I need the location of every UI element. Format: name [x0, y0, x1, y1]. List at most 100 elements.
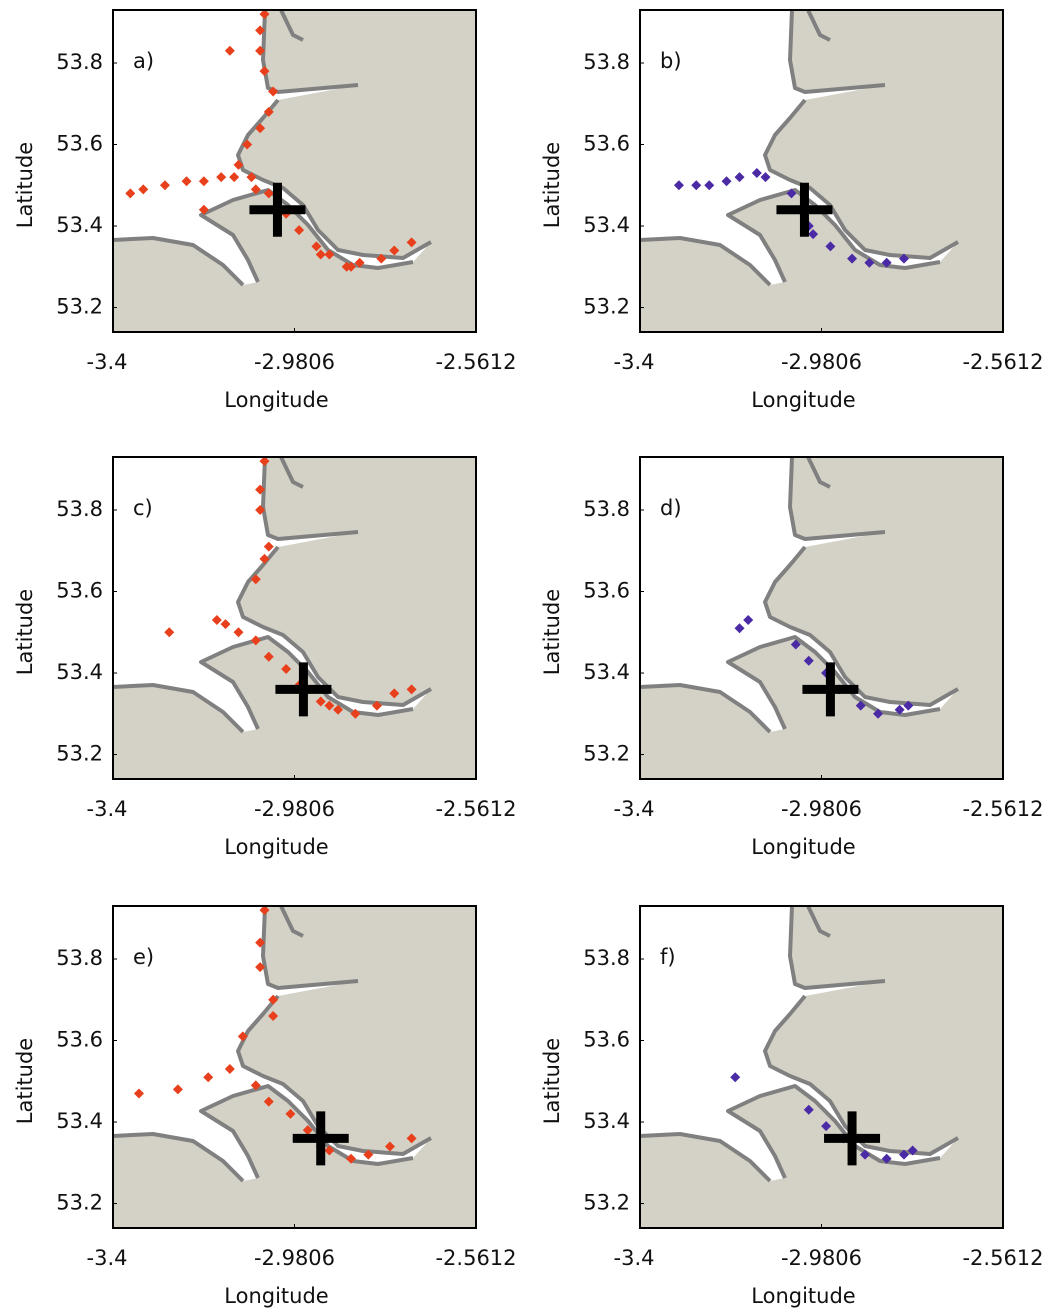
point [302, 1125, 313, 1136]
x-tick-label: -2.9806 [781, 350, 862, 374]
x-tick-label: -2.5612 [962, 1246, 1043, 1270]
y-tick-label: 53.4 [56, 660, 103, 684]
panel-label: a) [133, 49, 154, 73]
y-axis-label: Latitude [13, 142, 37, 228]
panel-label: c) [133, 496, 153, 520]
y-tick-label: 53.8 [583, 497, 630, 521]
point [224, 1064, 235, 1075]
point [847, 253, 858, 264]
panel-label: d) [660, 496, 682, 520]
y-tick-label: 53.2 [56, 1191, 103, 1215]
point [389, 688, 400, 699]
point [734, 172, 745, 183]
point [250, 184, 261, 195]
point [229, 172, 240, 183]
panel-label: e) [133, 945, 154, 969]
point [159, 180, 170, 191]
point [250, 1080, 261, 1091]
y-tick-label: 53.2 [583, 295, 630, 319]
x-axis-label: Longitude [751, 835, 855, 859]
panel: -3.4 -2.9806 -2.5612 53.2 53.4 53.6 53.8 f) Long… [540, 904, 1044, 1308]
point [406, 1133, 417, 1144]
point [268, 994, 279, 1005]
point [315, 696, 326, 707]
point [268, 1011, 279, 1022]
x-tick-label: -2.5612 [435, 350, 516, 374]
point [860, 1149, 871, 1160]
point [125, 188, 136, 199]
x-tick-label: -3.4 [87, 350, 128, 374]
point [821, 1121, 832, 1132]
y-tick-label: 53.6 [583, 1028, 630, 1052]
panel: -3.4 -2.9806 -2.5612 53.2 53.4 53.6 53.8 e) Long… [13, 904, 517, 1308]
point [730, 1072, 741, 1083]
point [255, 45, 266, 56]
point [751, 168, 762, 179]
site-cross [802, 662, 859, 717]
coastline-map [111, 8, 478, 334]
point [285, 1108, 296, 1119]
site-cross [275, 662, 332, 717]
point [721, 176, 732, 187]
point [691, 180, 702, 191]
point [324, 700, 335, 711]
coastline-map [638, 904, 1005, 1230]
coastline-map [111, 455, 478, 781]
point [259, 553, 270, 564]
y-tick-label: 53.4 [56, 1109, 103, 1133]
point [311, 241, 322, 252]
point [864, 257, 875, 268]
point [673, 180, 684, 191]
point [250, 574, 261, 585]
point [259, 9, 270, 20]
point [346, 261, 357, 272]
point [263, 106, 274, 117]
x-tick-label: -2.5612 [435, 797, 516, 821]
y-axis-label: Latitude [540, 1038, 564, 1124]
site-cross [824, 1111, 881, 1166]
point [760, 172, 771, 183]
x-tick-label: -2.5612 [962, 350, 1043, 374]
y-tick-label: 53.6 [56, 1028, 103, 1052]
x-tick-label: -2.9806 [254, 797, 335, 821]
point [406, 237, 417, 248]
point [237, 1031, 248, 1042]
y-tick-label: 53.4 [56, 213, 103, 237]
x-tick-label: -3.4 [87, 797, 128, 821]
y-tick-label: 53.2 [583, 1191, 630, 1215]
point [333, 704, 344, 715]
point [315, 249, 326, 260]
x-tick-label: -2.9806 [781, 1246, 862, 1270]
point [233, 159, 244, 170]
point [704, 180, 715, 191]
coastline-map [638, 8, 1005, 334]
point [294, 225, 305, 236]
point [259, 905, 270, 916]
point [389, 245, 400, 256]
x-axis-label: Longitude [224, 388, 328, 412]
coastline-map [111, 904, 478, 1230]
point [246, 172, 257, 183]
point [233, 627, 244, 638]
y-tick-label: 53.8 [583, 50, 630, 74]
y-tick-label: 53.6 [56, 579, 103, 603]
panel: -3.4 -2.9806 -2.5612 53.2 53.4 53.6 53.8 c) Long… [13, 455, 517, 859]
point [384, 1141, 395, 1152]
y-tick-label: 53.8 [56, 946, 103, 970]
x-axis-label: Longitude [224, 835, 328, 859]
point [259, 456, 270, 467]
point [907, 1145, 918, 1156]
point [881, 1153, 892, 1164]
point [268, 86, 279, 97]
point [894, 704, 905, 715]
point [786, 188, 797, 199]
point [808, 229, 819, 240]
x-tick-label: -2.9806 [254, 350, 335, 374]
point [825, 241, 836, 252]
y-tick-label: 53.2 [583, 742, 630, 766]
y-axis-label: Latitude [540, 589, 564, 675]
x-tick-label: -2.9806 [254, 1246, 335, 1270]
x-tick-label: -2.9806 [781, 797, 862, 821]
x-tick-label: -2.5612 [435, 1246, 516, 1270]
